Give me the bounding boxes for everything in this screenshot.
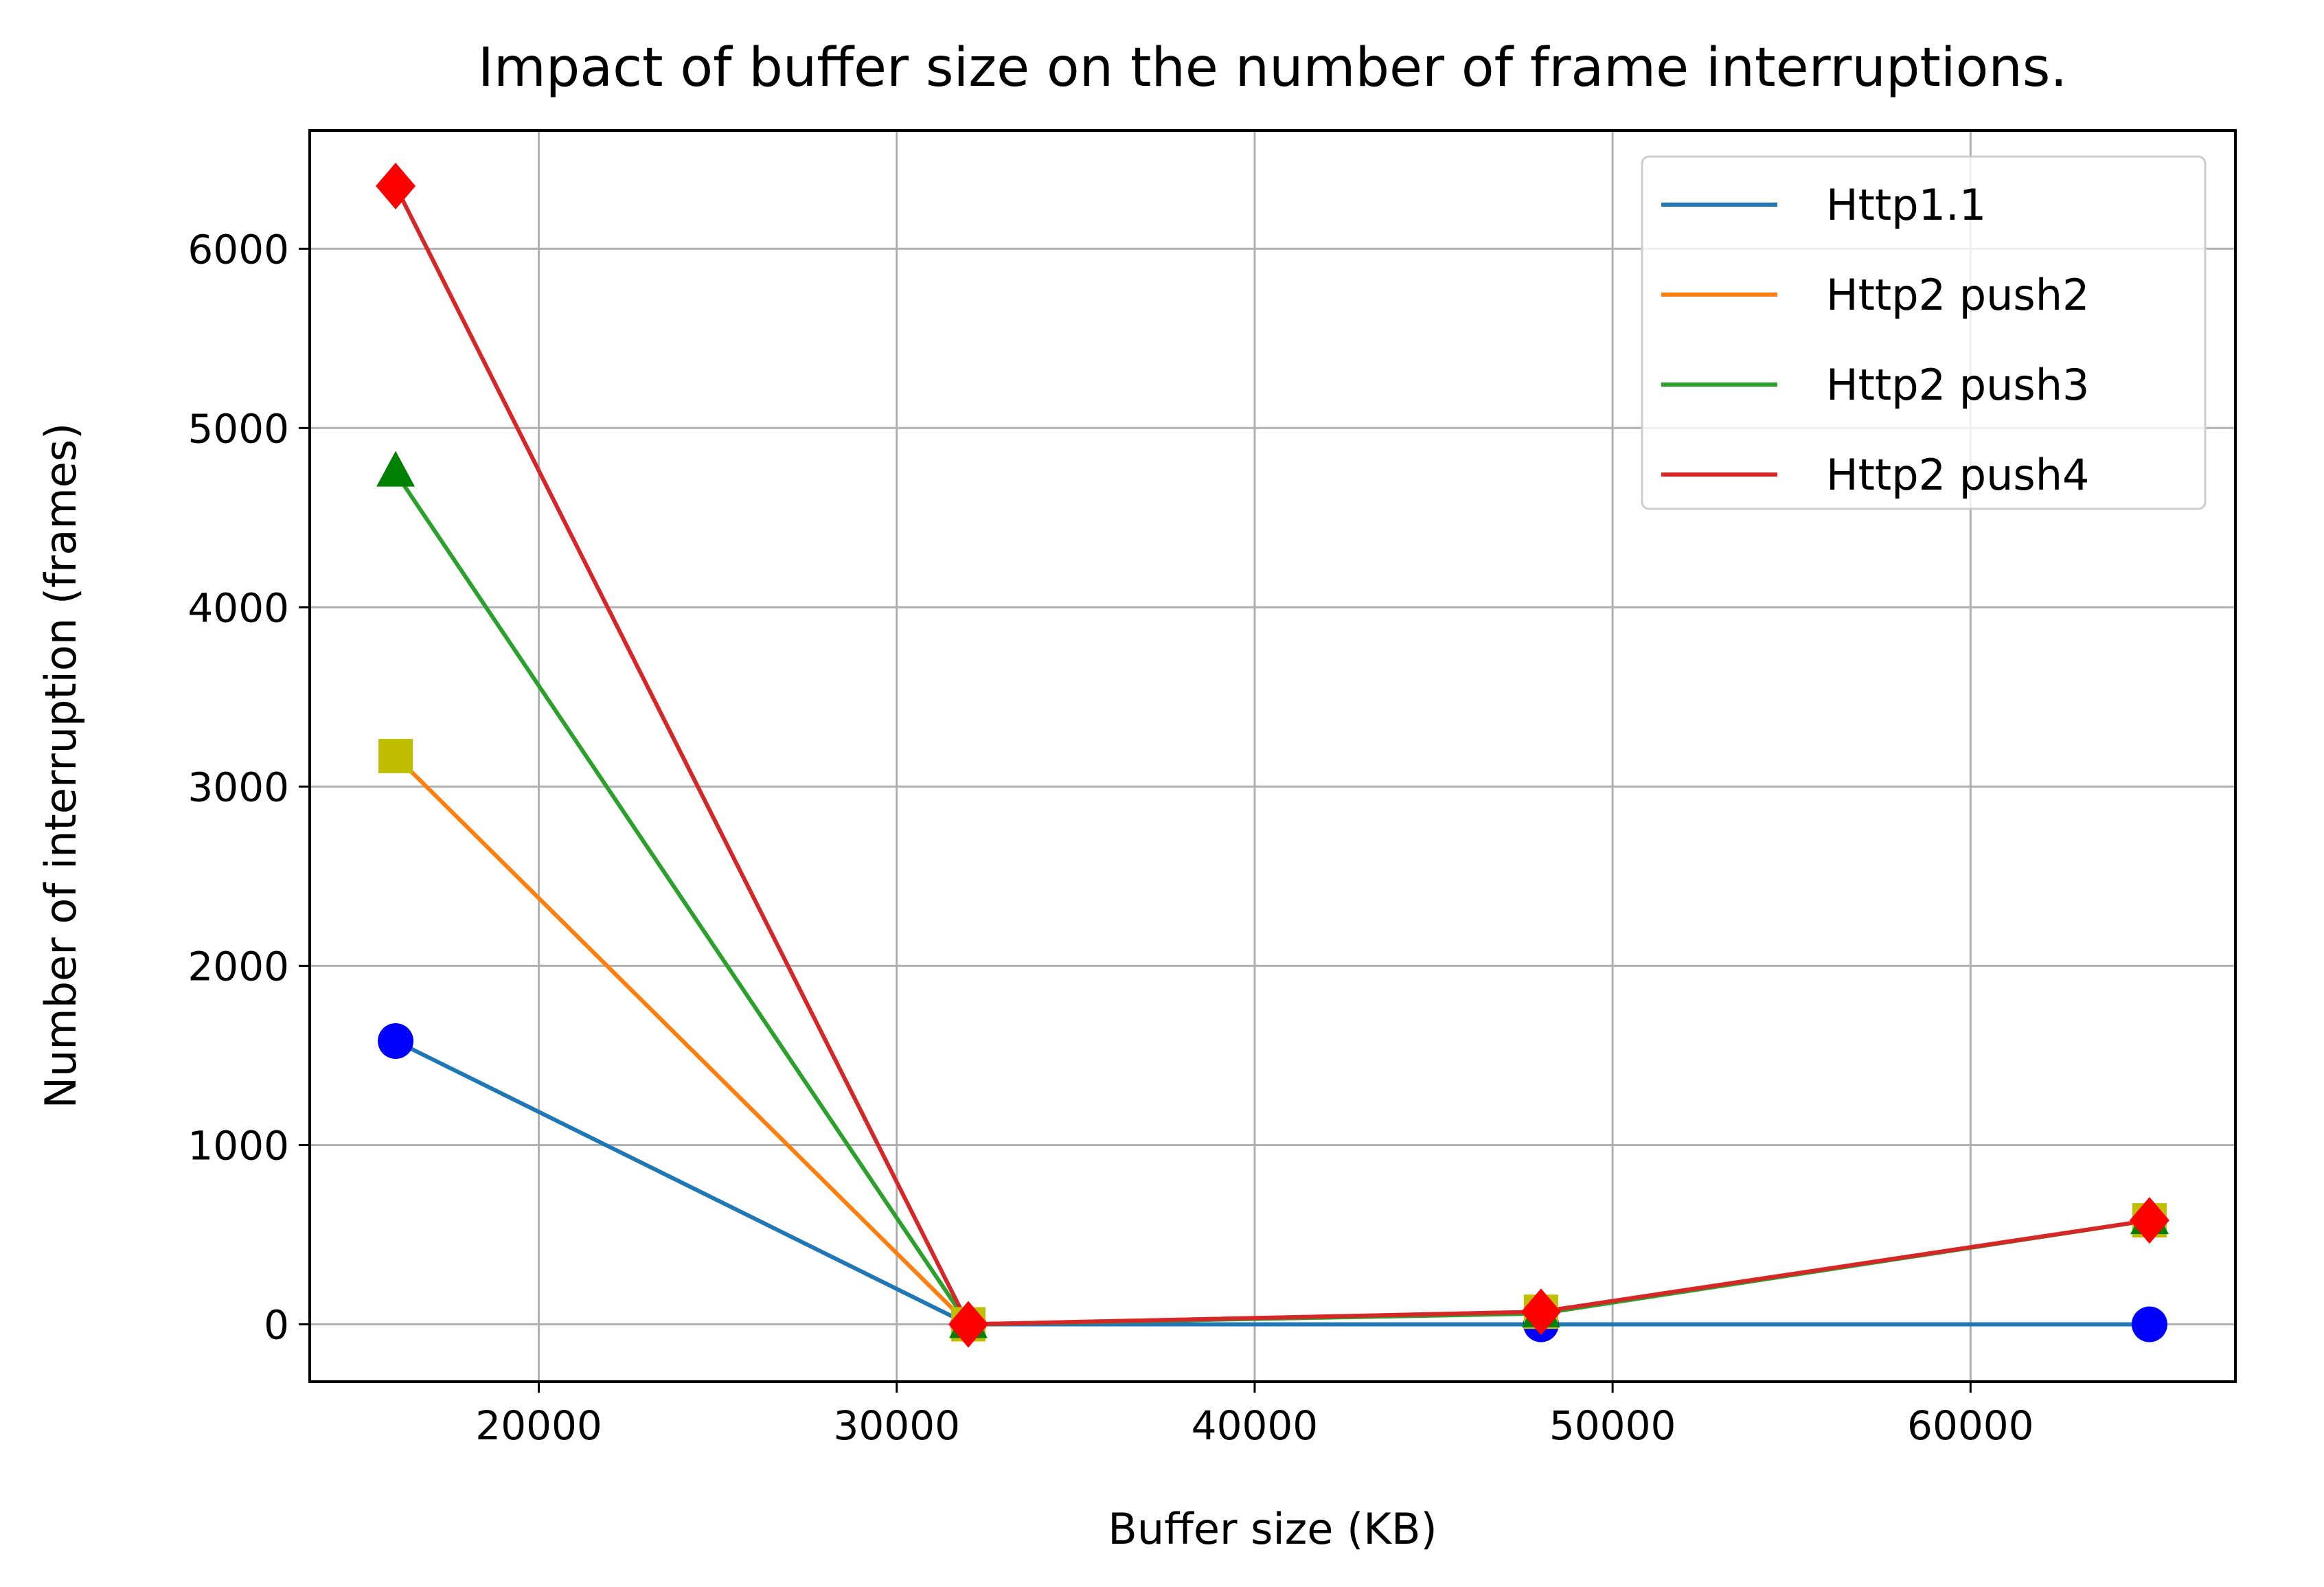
- x-tick-label: 50000: [1549, 1402, 1676, 1449]
- y-axis-label: Number of interruption (frames): [36, 423, 86, 1109]
- y-tick-label: 0: [264, 1301, 289, 1348]
- data-point-http2-push2: [378, 739, 413, 773]
- x-axis-label: Buffer size (KB): [1108, 1504, 1437, 1554]
- chart-title: Impact of buffer size on the number of f…: [478, 37, 2067, 99]
- legend-box: [1641, 155, 2207, 510]
- y-tick-label: 5000: [187, 405, 289, 452]
- x-tick-label: 40000: [1192, 1402, 1319, 1449]
- legend-label: Http2 push2: [1826, 270, 2089, 320]
- data-point-http2-push3: [376, 450, 415, 487]
- legend-label: Http2 push3: [1826, 360, 2089, 410]
- y-tick-label: 3000: [187, 764, 289, 810]
- data-point-http2-push4: [948, 1301, 988, 1348]
- data-point-http2-push4: [2129, 1197, 2169, 1244]
- legend-label: Http1.1: [1826, 180, 1986, 230]
- series-layer: [394, 185, 2150, 1327]
- series-line-http2-push4: [394, 185, 2150, 1327]
- series-line-http2-push3: [394, 471, 2150, 1327]
- data-point-http2-push4: [1520, 1288, 1561, 1336]
- x-tick-label: 60000: [1907, 1402, 2034, 1449]
- data-point-http2-push4: [376, 162, 416, 209]
- x-tick-label: 30000: [833, 1402, 960, 1449]
- legend: Http1.1 Http2 push2 Http2 push3 Http2 push4: [1641, 155, 2207, 510]
- series-line-http2-push2: [394, 754, 2150, 1327]
- y-tick-label: 1000: [187, 1122, 289, 1169]
- legend-label: Http2 push4: [1826, 450, 2089, 500]
- series-line-http1-1: [394, 1039, 2150, 1327]
- y-tick-label: 2000: [187, 943, 289, 990]
- x-tick-label: 20000: [475, 1402, 602, 1449]
- data-point-http1-1: [2131, 1306, 2167, 1343]
- plot-frame: [308, 129, 2237, 1383]
- axis-ticks: 20000 30000 40000 50000 60000 0 1000 2000 3000 40…: [187, 226, 2034, 1449]
- marker-layer: [376, 162, 2169, 1348]
- data-point-http1-1: [378, 1023, 414, 1060]
- y-tick-label: 4000: [187, 584, 289, 631]
- y-tick-label: 6000: [187, 226, 289, 273]
